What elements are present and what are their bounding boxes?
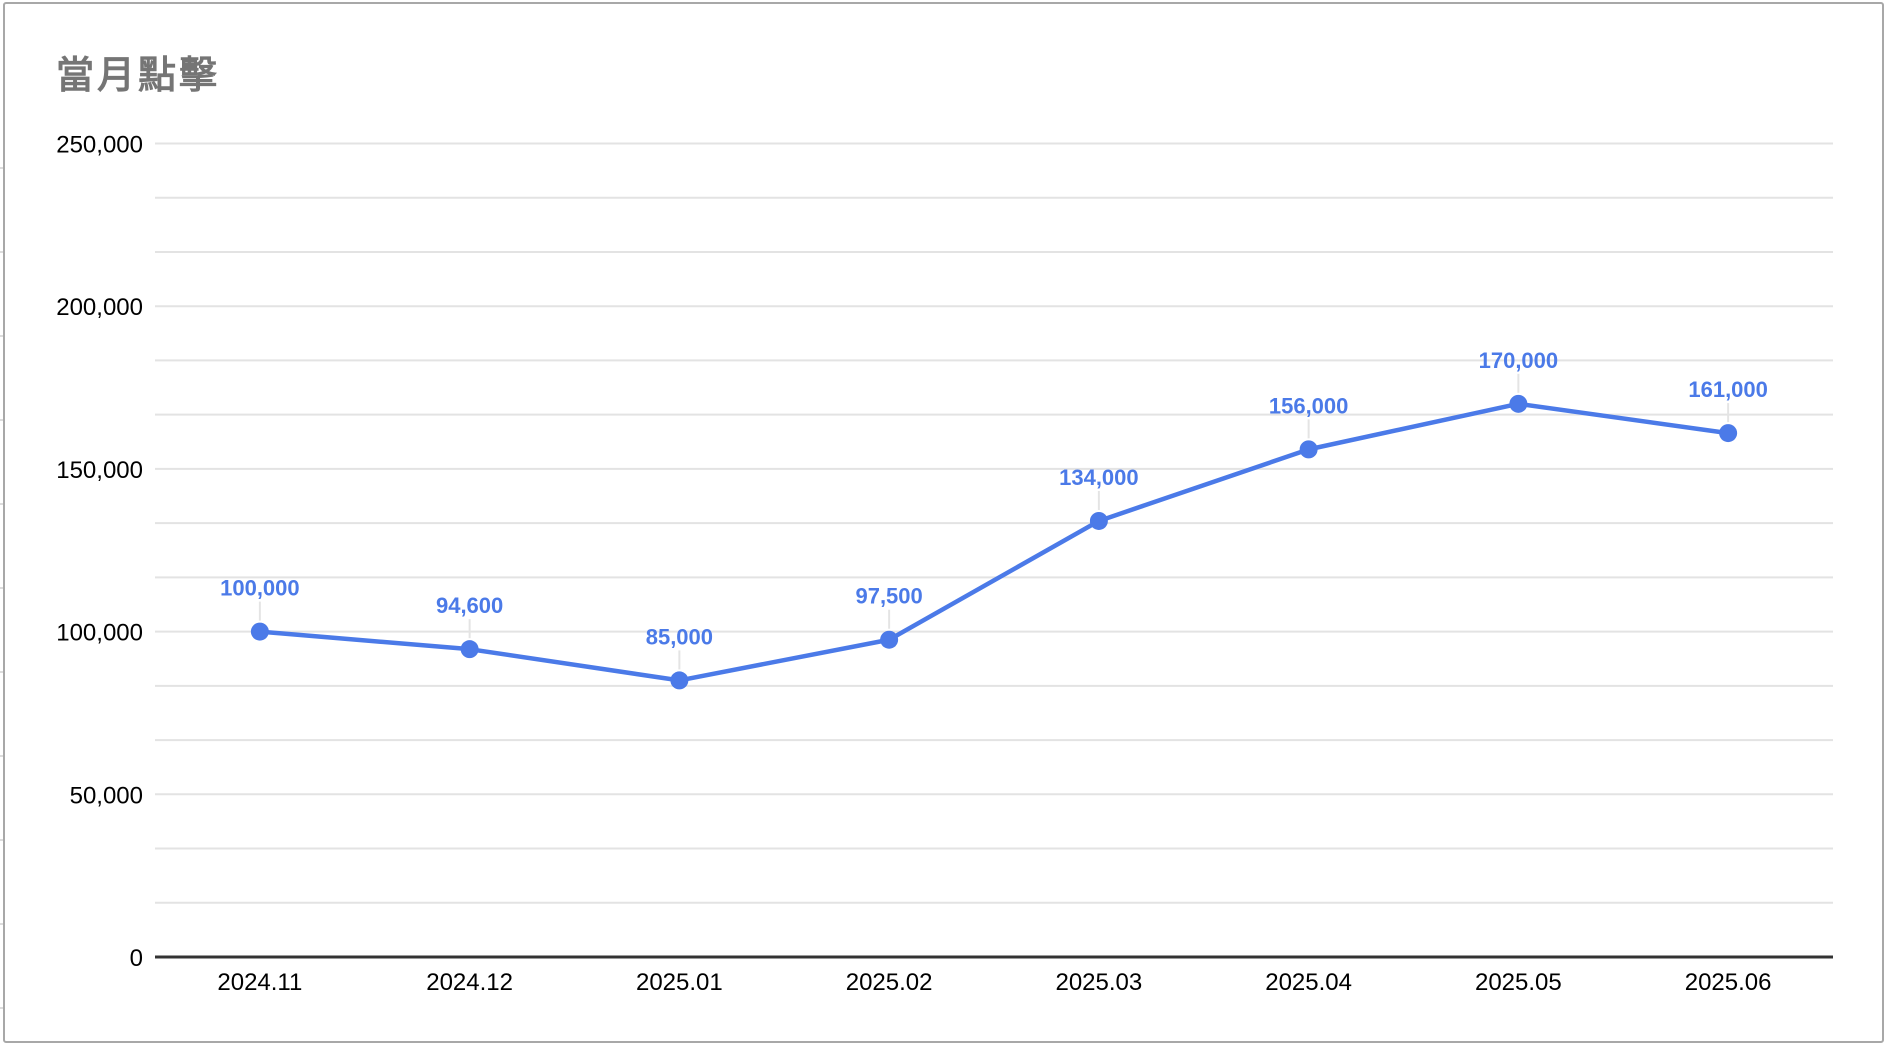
x-tick-label: 2024.11 <box>217 969 302 996</box>
x-tick-label: 2025.02 <box>846 969 933 996</box>
sheet-row-gridline-stub <box>0 755 3 757</box>
data-point-label: 97,500 <box>855 584 922 609</box>
y-tick-label: 0 <box>130 945 143 972</box>
y-tick-label: 150,000 <box>56 457 143 484</box>
series-line <box>257 401 1731 683</box>
data-point-label: 170,000 <box>1479 348 1559 373</box>
data-point-marker[interactable] <box>250 622 269 641</box>
y-tick-label: 50,000 <box>70 782 143 809</box>
data-point-marker[interactable] <box>880 630 899 649</box>
data-point-label: 100,000 <box>220 576 300 601</box>
y-tick-label: 200,000 <box>56 294 143 321</box>
y-tick-label: 100,000 <box>56 620 143 647</box>
x-tick-label: 2025.04 <box>1265 969 1352 996</box>
data-point-label: 134,000 <box>1059 465 1139 490</box>
sheet-row-gridline-stub <box>0 923 3 925</box>
y-tick-label: 250,000 <box>56 132 143 159</box>
sheet-row-gridline-stub <box>0 251 3 253</box>
sheet-row-gridline-stub <box>0 671 3 673</box>
x-tick-label: 2024.12 <box>426 969 513 996</box>
data-point-label: 85,000 <box>646 624 713 649</box>
sheet-row-gridline-stub <box>0 839 3 841</box>
data-point-marker[interactable] <box>1719 424 1738 443</box>
data-point-marker[interactable] <box>1299 440 1318 459</box>
x-tick-label: 2025.05 <box>1475 969 1562 996</box>
sheet-row-gridline-stub <box>0 587 3 589</box>
sheet-row-gridline-stub <box>0 419 3 421</box>
data-point-label: 156,000 <box>1269 393 1349 418</box>
data-point-marker[interactable] <box>670 671 689 690</box>
chart-title: 當月點擊 <box>56 55 221 97</box>
x-tick-label: 2025.06 <box>1685 969 1772 996</box>
x-tick-label: 2025.01 <box>636 969 723 996</box>
sheet-row-gridline-stub <box>0 1007 3 1009</box>
data-point-marker[interactable] <box>460 640 479 659</box>
data-point-label: 94,600 <box>436 593 503 618</box>
data-point-label: 161,000 <box>1688 377 1768 402</box>
data-point-marker[interactable] <box>1509 394 1528 413</box>
sheet-row-gridline-stub <box>0 335 3 337</box>
sheet-row-gridline-stub <box>0 167 3 169</box>
x-tick-label: 2025.03 <box>1055 969 1142 996</box>
data-point-marker[interactable] <box>1089 511 1108 530</box>
sheet-row-gridline-stub <box>0 503 3 505</box>
